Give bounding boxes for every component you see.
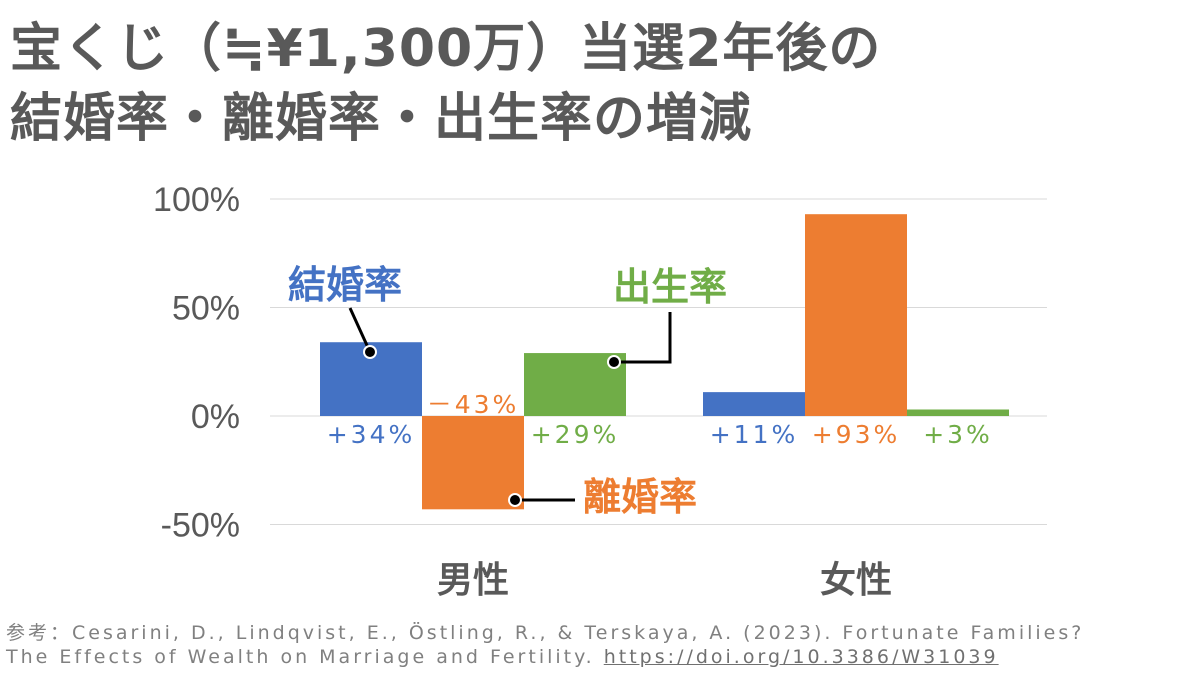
x-category-label: 女性 [820,560,892,601]
series-callout-label: 出生率 [613,265,727,309]
leader-dot [508,493,522,507]
citation-line-1: 参考：Cesarini, D., Lindqvist, E., Östling,… [6,622,1085,644]
leader-dot [363,345,377,359]
y-tick-label: 50% [172,290,240,328]
series-callout-label: 結婚率 [288,263,402,307]
data-label: +11% [710,420,799,449]
leader-dot [607,355,621,369]
data-label: +3% [923,420,993,449]
leader-line [348,307,372,353]
bar-chart: -50% 0% 50% 100% +34% －43% +29% +11% +93% +3% 男性 女性… [153,181,1047,601]
citation-line-2: The Effects of Wealth on Marriage and Fe… [6,646,999,668]
bar [422,416,524,510]
x-category-label: 男性 [437,560,509,601]
data-label: +34% [327,420,416,449]
bar [907,409,1009,416]
bar [805,214,907,416]
data-label: +29% [531,420,620,449]
citation-text: The Effects of Wealth on Marriage and Fe… [6,646,604,668]
doi-link[interactable]: https://doi.org/10.3386/W31039 [603,646,999,668]
y-tick-label: -50% [161,507,240,545]
page-title-line-2: 結婚率・離婚率・出生率の増減 [10,89,753,149]
data-label: －43% [427,390,520,419]
y-tick-label: 100% [153,181,240,219]
leader-line [614,312,672,364]
data-label: +93% [812,420,901,449]
page-title-line-1: 宝くじ（≒¥1,300万）当選2年後の [10,19,882,79]
series-callout-label: 離婚率 [583,475,697,519]
bar [703,392,805,416]
y-tick-label: 0% [191,398,240,436]
